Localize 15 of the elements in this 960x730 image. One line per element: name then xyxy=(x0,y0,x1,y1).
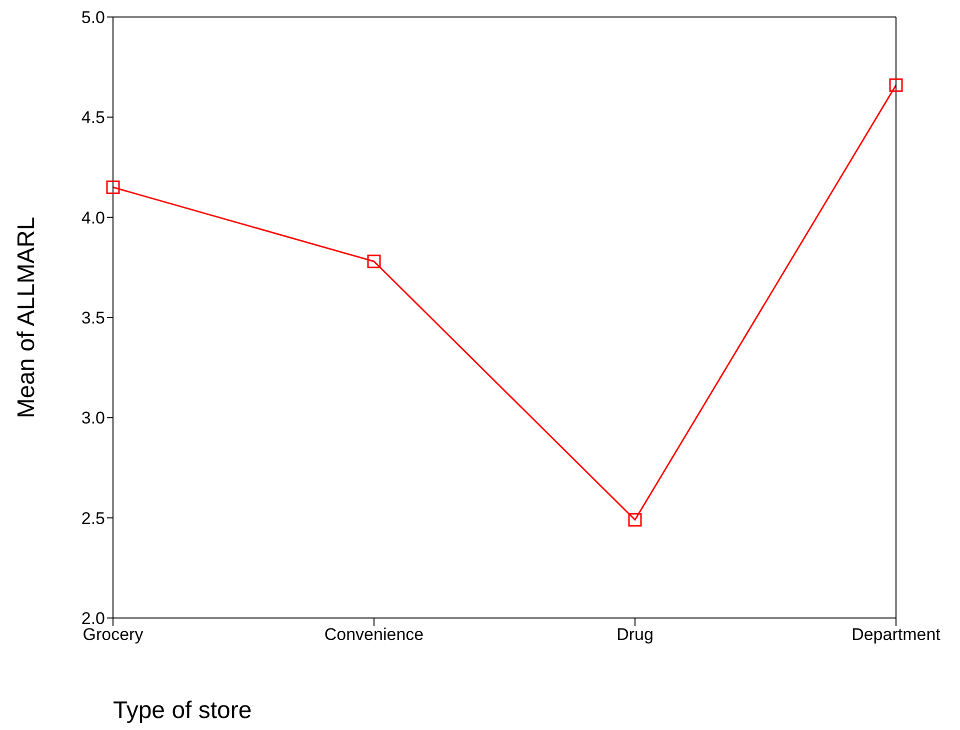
point xyxy=(889,78,903,92)
x-tick-label: Drug xyxy=(616,625,654,644)
x-tick-label: Convenience xyxy=(324,625,424,644)
x-tick-label: Department xyxy=(852,625,941,644)
y-tick-label: 2.5 xyxy=(81,508,105,528)
y-tick-label: 3.5 xyxy=(81,308,105,328)
y-tick-label: 4.5 xyxy=(81,108,105,128)
point xyxy=(367,254,381,268)
y-axis-title: Mean of ALLMARL xyxy=(13,216,40,418)
y-tick-label: 3.0 xyxy=(81,408,105,428)
point xyxy=(628,513,642,527)
x-axis-title: Type of store xyxy=(113,697,252,724)
point xyxy=(106,180,120,194)
y-tick-label: 5.0 xyxy=(81,8,105,28)
y-tick-label: 4.0 xyxy=(81,208,105,228)
